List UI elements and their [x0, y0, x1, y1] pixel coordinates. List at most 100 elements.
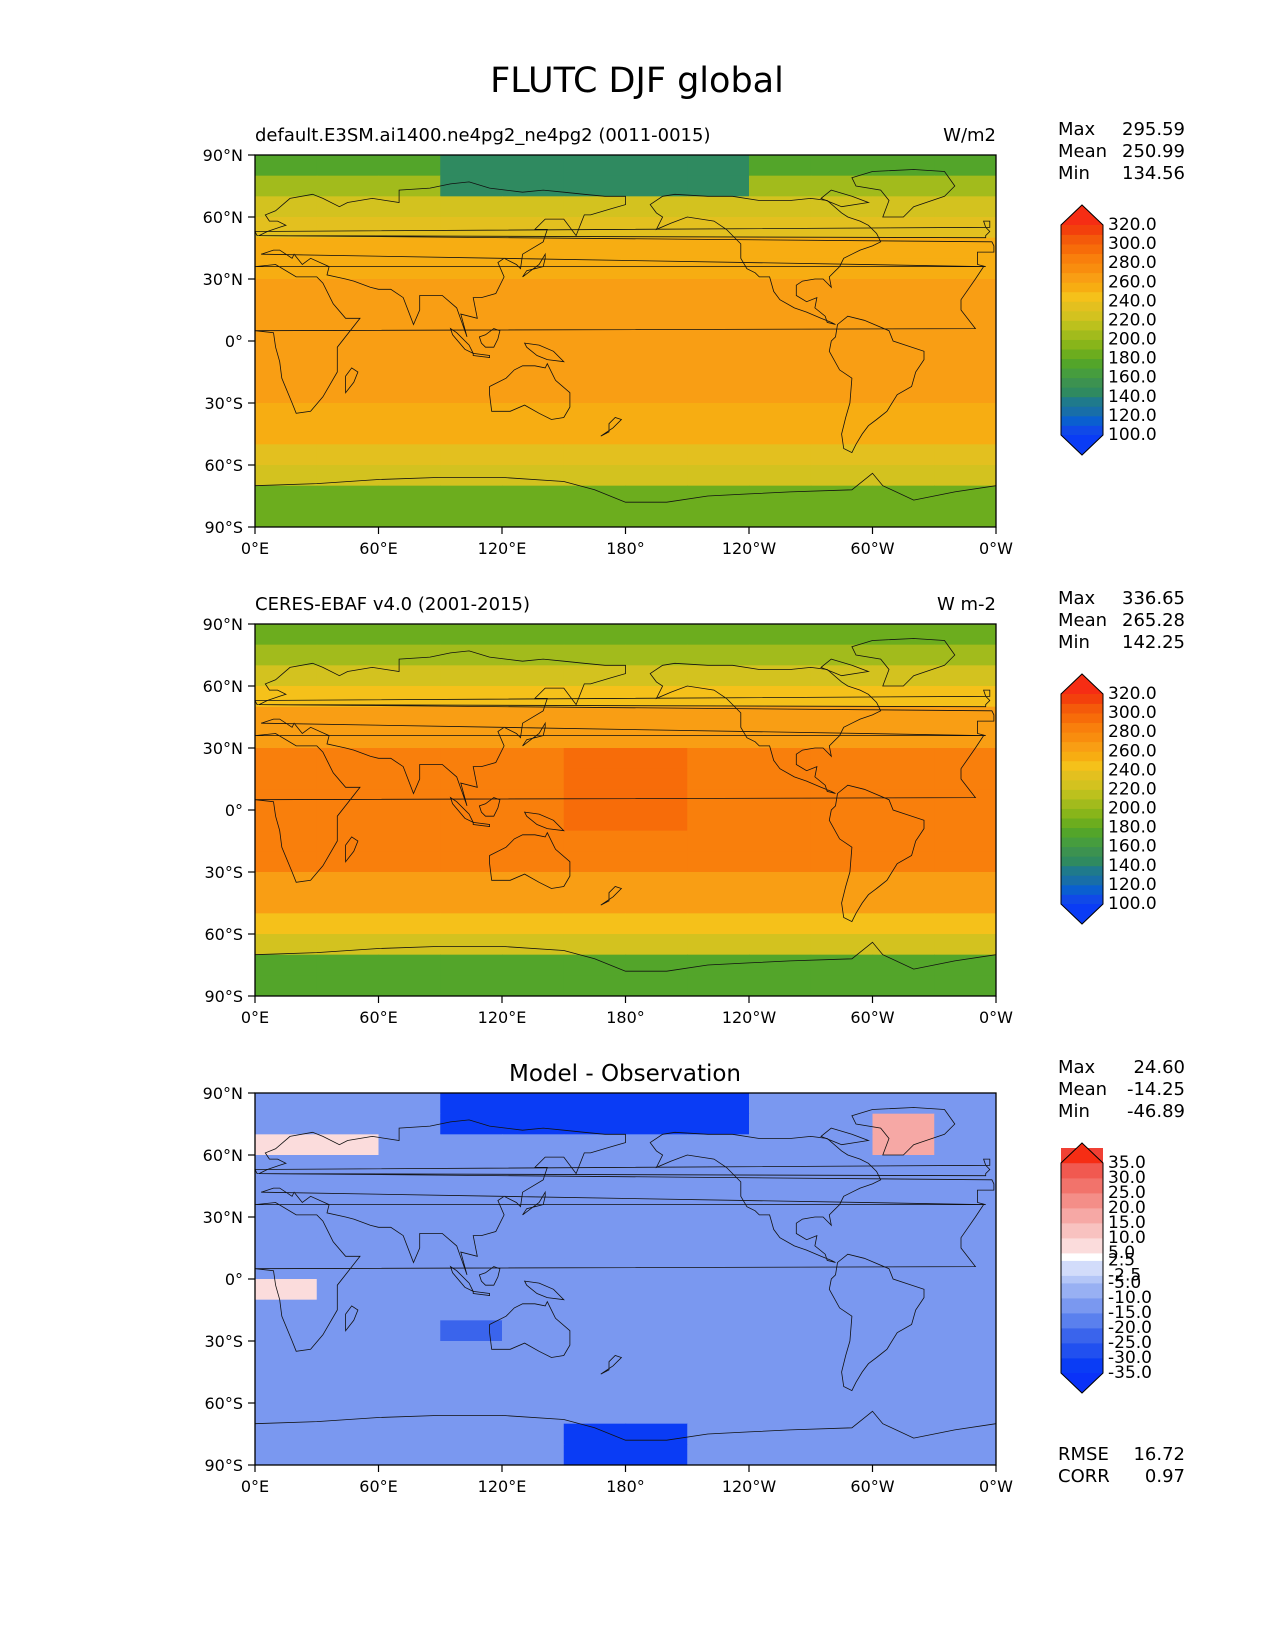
field-cell [563, 1113, 627, 1135]
field-cell [378, 299, 441, 321]
field-cell [563, 175, 627, 197]
field-cell [749, 851, 812, 873]
field-cell [625, 954, 688, 976]
field-cell [502, 1341, 565, 1363]
field-cell [872, 465, 935, 487]
stat-label: Max [1058, 119, 1096, 140]
stat-label: Min [1058, 163, 1090, 184]
field-cell [749, 934, 812, 956]
field-cell [872, 934, 935, 956]
field-cell [687, 624, 750, 646]
coastline [828, 315, 925, 454]
coastline [489, 831, 571, 889]
lon-tick-label: 60°W [850, 539, 894, 558]
field-cell [255, 506, 318, 527]
colorbar-segment [1061, 396, 1103, 407]
field-cell [934, 851, 996, 873]
field-cell [563, 768, 627, 790]
field-cell [502, 1382, 565, 1404]
colorbar-segment [1061, 301, 1103, 312]
field-cell [810, 485, 874, 507]
field-cell [749, 279, 812, 301]
field-cell [934, 954, 996, 976]
field-cell [563, 706, 627, 728]
field-cell [934, 1279, 996, 1301]
field-cell [563, 748, 627, 770]
field-cell [872, 810, 935, 832]
coastline-antarctica [254, 472, 997, 503]
field-cell [440, 706, 503, 728]
field-cell [563, 830, 627, 852]
field-cell [934, 382, 996, 404]
field-cell [255, 768, 318, 790]
field-cell [872, 624, 935, 646]
field-cell [563, 403, 627, 425]
field-cell [749, 810, 812, 832]
field-cell [316, 665, 380, 687]
field-cell [378, 872, 441, 894]
colorbar-segment [1061, 1208, 1103, 1224]
field-cell [625, 341, 688, 363]
field-cell [934, 872, 996, 894]
field-cell [687, 851, 750, 873]
field-cell [502, 506, 565, 527]
field-cell [378, 279, 441, 301]
field-cell [378, 934, 441, 956]
field-cell [625, 1444, 688, 1465]
field-cell [934, 810, 996, 832]
field-cell [378, 789, 441, 811]
colorbar-tick-label: 320.0 [1108, 215, 1157, 235]
coastline [258, 650, 995, 807]
field-cell [810, 361, 874, 383]
coastline [472, 1290, 491, 1296]
field-cell [872, 506, 935, 527]
field-cell [810, 506, 874, 527]
field-cell [316, 1382, 380, 1404]
field-cell [749, 892, 812, 914]
field-cell [440, 258, 503, 280]
field-cell [502, 382, 565, 404]
field-cell [810, 1237, 874, 1259]
field-cell [625, 768, 688, 790]
field-cell [563, 423, 627, 445]
field-cell [316, 465, 380, 487]
field-cell [563, 382, 627, 404]
field-cell [625, 830, 688, 852]
field-cell [563, 444, 627, 466]
coastline [649, 1131, 882, 1263]
field-cell [872, 789, 935, 811]
field-cell [687, 1113, 750, 1135]
field-cell [810, 1320, 874, 1342]
colorbar-outline [1060, 673, 1104, 925]
field-cell [687, 485, 750, 507]
field-cell [934, 1134, 996, 1156]
field-cell [502, 748, 565, 770]
field-cell [563, 1258, 627, 1280]
field-cell [872, 1361, 935, 1383]
colorbar-segment [1061, 358, 1103, 369]
colorbar-tick-label: 25.0 [1108, 1183, 1146, 1203]
field-cell [934, 361, 996, 383]
field-cell [502, 975, 565, 996]
field-cell [563, 279, 627, 301]
field-cell [378, 423, 441, 445]
coastline [523, 1280, 565, 1301]
field-cell [625, 872, 688, 894]
stat-label: Mean [1058, 1079, 1107, 1100]
stat-label: Mean [1058, 141, 1107, 162]
field-cell [934, 934, 996, 956]
field-cell [502, 1320, 565, 1342]
stat-label: Max [1058, 1057, 1096, 1078]
field-cell [687, 1279, 750, 1301]
field-cell [810, 1155, 874, 1177]
colorbar-segment [1061, 1163, 1103, 1179]
field-cell [316, 423, 380, 445]
field-cell [810, 686, 874, 708]
field-cell [934, 403, 996, 425]
stat-label: Min [1058, 632, 1090, 653]
field-cell [872, 1113, 935, 1135]
colorbar-segment [1061, 244, 1103, 255]
colorbar-segment [1061, 875, 1103, 886]
field-cell [687, 1237, 750, 1259]
coastline [522, 1190, 546, 1216]
